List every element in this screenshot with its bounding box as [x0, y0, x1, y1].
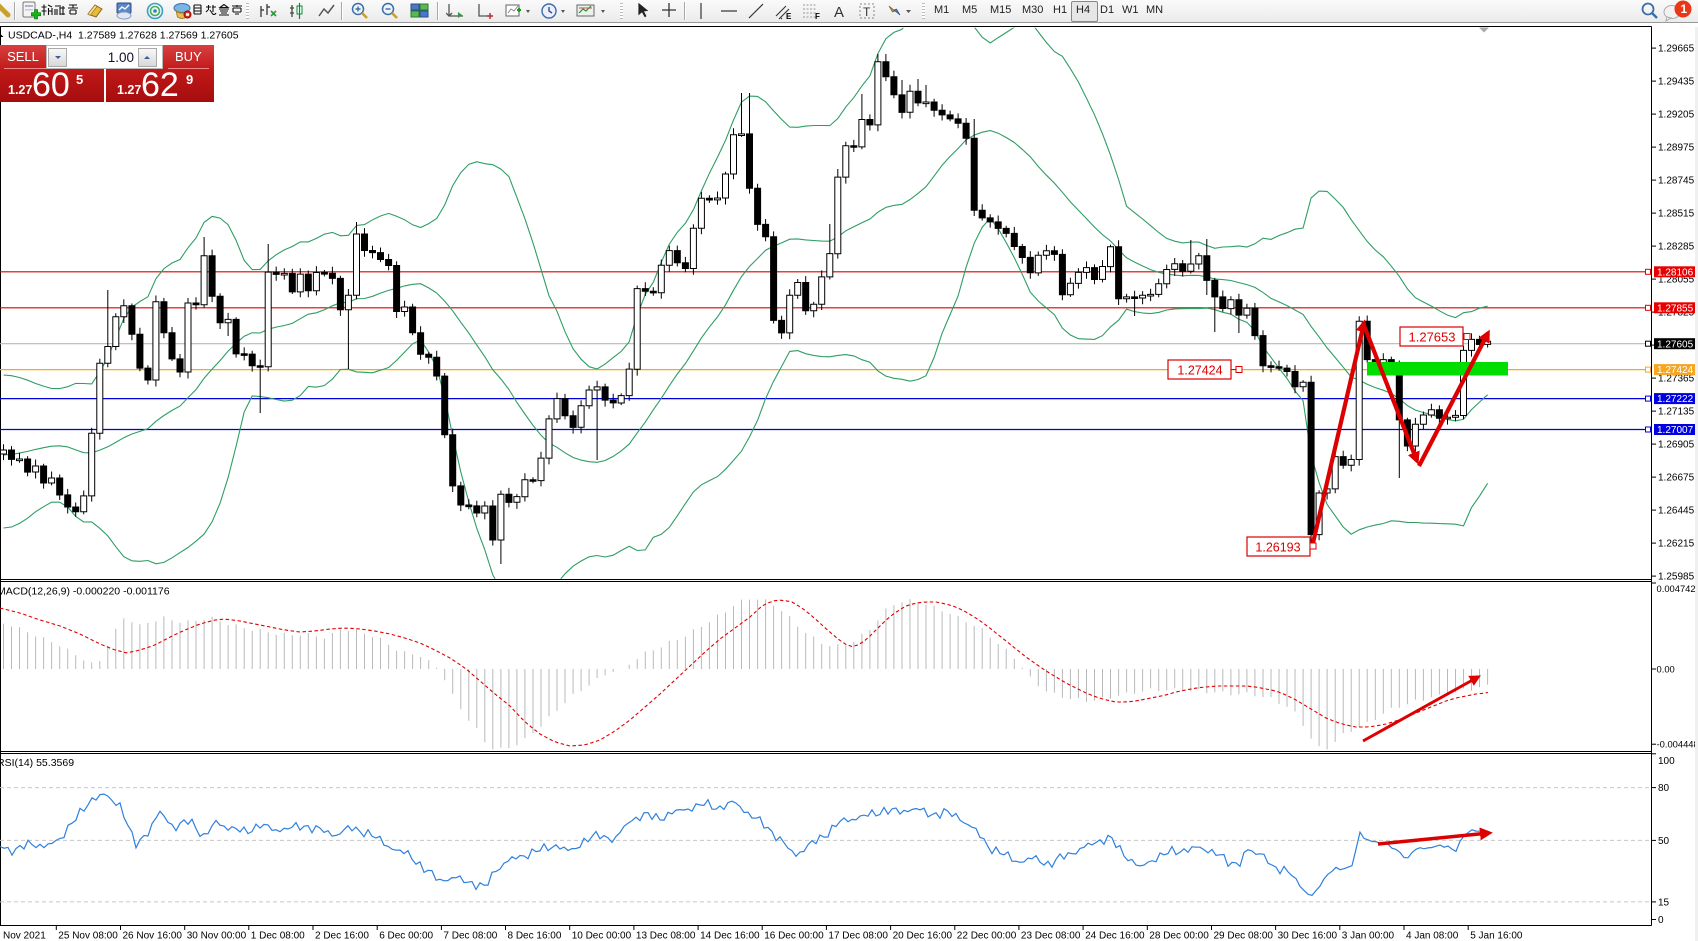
svg-text:4 Jan 08:00: 4 Jan 08:00 [1406, 931, 1459, 941]
svg-text:30 Dec 16:00: 30 Dec 16:00 [1278, 931, 1338, 941]
svg-text:1.29665: 1.29665 [1658, 44, 1695, 55]
svg-text:E: E [786, 12, 792, 20]
svg-text:8 Dec 16:00: 8 Dec 16:00 [508, 931, 562, 941]
svg-text:50: 50 [1658, 836, 1670, 847]
svg-text:1.27365: 1.27365 [1658, 374, 1695, 385]
svg-text:1.27653: 1.27653 [1409, 330, 1456, 345]
svg-text:F: F [815, 12, 820, 20]
svg-text:RSI(14) 55.3569: RSI(14) 55.3569 [0, 757, 74, 769]
svg-text:T: T [863, 5, 871, 19]
svg-text:16 Dec 00:00: 16 Dec 00:00 [764, 931, 824, 941]
svg-text:1.28055: 1.28055 [1658, 275, 1695, 286]
svg-text:1.26445: 1.26445 [1658, 506, 1695, 517]
svg-text:1.28975: 1.28975 [1658, 143, 1695, 154]
svg-text:1.29205: 1.29205 [1658, 110, 1695, 121]
svg-text:1.27855: 1.27855 [1657, 303, 1694, 314]
svg-text:1.27007: 1.27007 [1657, 425, 1694, 436]
svg-text:1.28745: 1.28745 [1658, 176, 1695, 187]
svg-text:24 Dec 16:00: 24 Dec 16:00 [1085, 931, 1145, 941]
svg-text:28 Dec 00:00: 28 Dec 00:00 [1149, 931, 1209, 941]
svg-text:17 Dec 08:00: 17 Dec 08:00 [828, 931, 888, 941]
svg-text:13 Dec 08:00: 13 Dec 08:00 [636, 931, 696, 941]
svg-text:29 Dec 08:00: 29 Dec 08:00 [1214, 931, 1274, 941]
svg-text:1.27605: 1.27605 [1657, 339, 1694, 350]
svg-text:25 Nov 08:00: 25 Nov 08:00 [58, 931, 118, 941]
svg-text:MACD(12,26,9) -0.000220 -0.001: MACD(12,26,9) -0.000220 -0.001176 [0, 586, 170, 598]
svg-text:2 Dec 16:00: 2 Dec 16:00 [315, 931, 369, 941]
svg-text:1.26905: 1.26905 [1658, 440, 1695, 451]
svg-text:23 Dec 08:00: 23 Dec 08:00 [1021, 931, 1081, 941]
svg-text:1.29435: 1.29435 [1658, 77, 1695, 88]
svg-text:1.28285: 1.28285 [1658, 242, 1695, 253]
svg-text:1.28106: 1.28106 [1657, 267, 1694, 278]
svg-text:1.26193: 1.26193 [1255, 541, 1300, 555]
svg-text:USDCAD-,H4 1.27589 1.27628 1.: USDCAD-,H4 1.27589 1.27628 1.27569 1.276… [8, 30, 239, 42]
svg-text:1.27222: 1.27222 [1657, 394, 1694, 405]
svg-text:100: 100 [1658, 756, 1675, 767]
svg-text:30 Nov 00:00: 30 Nov 00:00 [187, 931, 247, 941]
svg-text:1.26215: 1.26215 [1658, 539, 1695, 550]
svg-text:0.004742: 0.004742 [1657, 583, 1696, 594]
svg-text:15: 15 [1658, 897, 1670, 908]
svg-text:1.26675: 1.26675 [1658, 473, 1695, 484]
svg-text:Nov 2021: Nov 2021 [3, 931, 46, 941]
svg-text:5 Jan 16:00: 5 Jan 16:00 [1470, 931, 1523, 941]
svg-text:20 Dec 16:00: 20 Dec 16:00 [893, 931, 953, 941]
svg-text:1.25985: 1.25985 [1658, 572, 1695, 583]
svg-text:-0.004448: -0.004448 [1657, 739, 1698, 750]
svg-text:1 Dec 08:00: 1 Dec 08:00 [251, 931, 305, 941]
svg-text:3 Jan 00:00: 3 Jan 00:00 [1342, 931, 1395, 941]
svg-text:A: A [834, 4, 844, 20]
svg-text:0.00: 0.00 [1657, 663, 1675, 674]
svg-text:10 Dec 00:00: 10 Dec 00:00 [572, 931, 632, 941]
svg-text:6 Dec 00:00: 6 Dec 00:00 [379, 931, 433, 941]
svg-text:22 Dec 00:00: 22 Dec 00:00 [957, 931, 1017, 941]
svg-text:26 Nov 16:00: 26 Nov 16:00 [123, 931, 183, 941]
svg-text:1.27135: 1.27135 [1658, 407, 1695, 418]
svg-text:1.28515: 1.28515 [1658, 209, 1695, 220]
svg-text:80: 80 [1658, 783, 1670, 794]
svg-text:1: 1 [1681, 2, 1688, 16]
svg-text:0: 0 [1658, 915, 1664, 926]
svg-text:14 Dec 16:00: 14 Dec 16:00 [700, 931, 760, 941]
svg-text:7 Dec 08:00: 7 Dec 08:00 [443, 931, 497, 941]
svg-text:1.27424: 1.27424 [1177, 364, 1222, 378]
svg-text:1.27424: 1.27424 [1657, 365, 1694, 376]
